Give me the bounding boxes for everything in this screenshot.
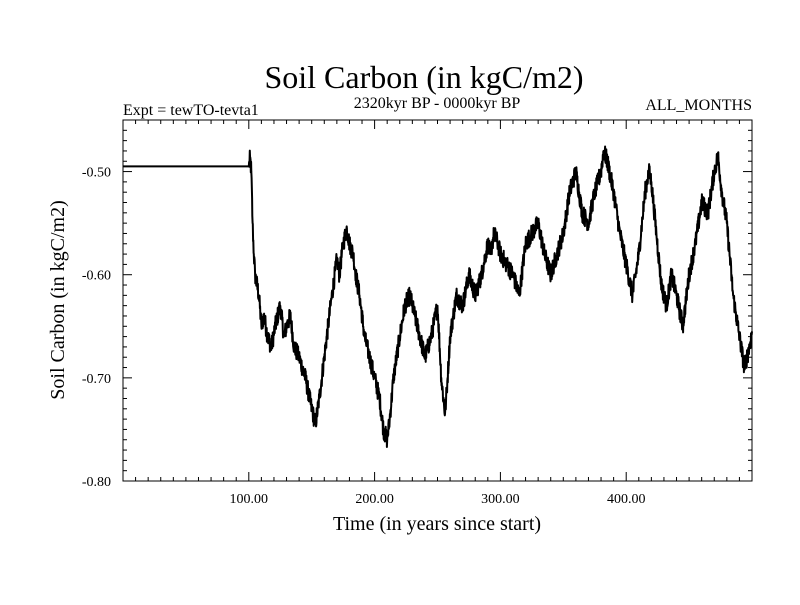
time-range-label: 2320kyr BP - 0000kyr BP <box>354 95 521 112</box>
plot-frame <box>122 119 753 482</box>
y-tick-label: -0.50 <box>82 166 111 181</box>
x-tick-label: 300.00 <box>481 492 520 507</box>
soil-carbon-series-line <box>123 145 753 448</box>
chart-title: Soil Carbon (in kgC/m2) <box>264 59 583 95</box>
y-tick-label: -0.80 <box>82 475 111 490</box>
y-tick-label: -0.60 <box>82 269 111 284</box>
x-tick-label: 100.00 <box>230 492 269 507</box>
experiment-label: Expt = tewTO-tevta1 <box>123 102 259 119</box>
months-label: ALL_MONTHS <box>645 97 752 114</box>
x-tick-label: 400.00 <box>607 492 646 507</box>
y-tick-label: -0.70 <box>82 372 111 387</box>
y-axis-label: Soil Carbon (in kgC/m2) <box>47 200 69 399</box>
x-axis: 100.00 200.00 300.00 400.00 <box>122 120 753 507</box>
x-tick-label: 200.00 <box>355 492 394 507</box>
x-axis-label: Time (in years since start) <box>333 513 541 535</box>
